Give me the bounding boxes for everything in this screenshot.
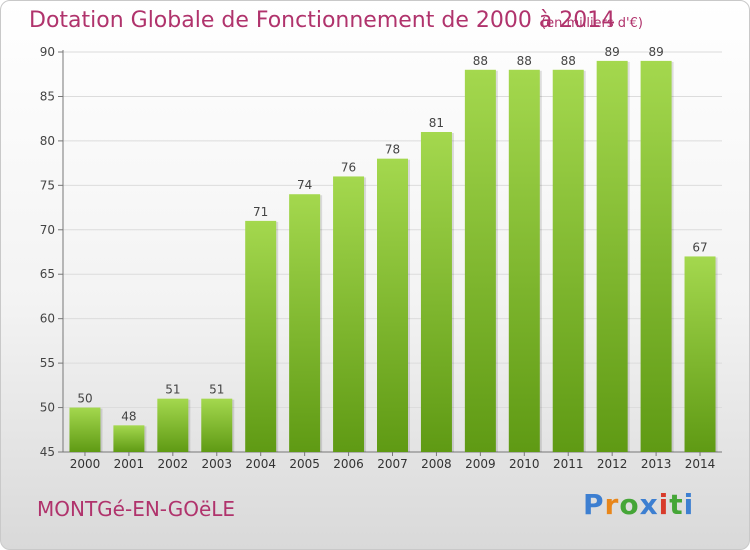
- x-tick-label: 2004: [245, 457, 276, 471]
- data-label: 88: [473, 54, 488, 68]
- x-tick-label: 2011: [553, 457, 584, 471]
- x-tick-label: 2009: [465, 457, 496, 471]
- y-tick-label: 80: [40, 134, 55, 148]
- logo-letter: o: [619, 488, 640, 521]
- bar: [69, 407, 101, 452]
- y-tick-label: 70: [40, 223, 55, 237]
- y-tick-label: 90: [40, 45, 55, 59]
- commune-name: MONTGé-EN-GOëLE: [37, 497, 236, 521]
- data-label: 89: [605, 45, 620, 59]
- data-label: 71: [253, 205, 268, 219]
- data-label: 51: [209, 383, 224, 397]
- x-tick-label: 2000: [70, 457, 101, 471]
- x-tick-label: 2008: [421, 457, 452, 471]
- y-tick-label: 75: [40, 178, 55, 192]
- bar: [377, 158, 408, 452]
- x-tick-label: 2012: [597, 457, 628, 471]
- bar: [113, 425, 145, 452]
- data-label: 48: [121, 409, 136, 423]
- logo-letter: r: [604, 488, 620, 521]
- data-label: 51: [165, 383, 180, 397]
- logo-letter: t: [669, 488, 684, 521]
- x-tick-label: 2005: [289, 457, 320, 471]
- y-tick-label: 60: [40, 312, 55, 326]
- proxiti-logo: Proxiti: [583, 488, 694, 521]
- bar: [245, 220, 277, 452]
- bar: [640, 60, 672, 453]
- bar: [157, 398, 189, 452]
- bar: [420, 132, 452, 452]
- data-label: 50: [77, 392, 92, 406]
- bar: [508, 69, 540, 453]
- bar: [464, 69, 496, 453]
- x-tick-label: 2013: [641, 457, 672, 471]
- logo-letter: x: [639, 488, 659, 521]
- data-label: 76: [341, 160, 356, 174]
- y-tick-label: 65: [40, 267, 55, 281]
- x-tick-label: 2006: [333, 457, 364, 471]
- y-tick-label: 85: [40, 89, 55, 103]
- bar: [552, 69, 584, 453]
- data-label: 88: [517, 54, 532, 68]
- x-tick-label: 2010: [509, 457, 540, 471]
- x-tick-label: 2007: [377, 457, 408, 471]
- x-tick-label: 2014: [685, 457, 716, 471]
- data-label: 81: [429, 116, 444, 130]
- data-label: 78: [385, 143, 400, 157]
- data-label: 88: [561, 54, 576, 68]
- chart-title: Dotation Globale de Fonctionnement de 20…: [29, 8, 616, 33]
- y-tick-label: 55: [40, 356, 55, 370]
- x-tick-label: 2002: [158, 457, 189, 471]
- bar: [201, 398, 233, 452]
- x-tick-label: 2001: [114, 457, 145, 471]
- logo-letter: P: [583, 488, 605, 521]
- logo-letter: i: [658, 488, 670, 521]
- logo-letter: i: [683, 488, 695, 521]
- y-tick-label: 45: [40, 445, 55, 459]
- y-tick-label: 50: [40, 401, 55, 415]
- bar: [333, 176, 365, 452]
- data-label: 74: [297, 178, 312, 192]
- data-label: 89: [648, 45, 663, 59]
- x-tick-label: 2003: [201, 457, 232, 471]
- bar: [289, 194, 321, 452]
- chart-unit: (en milliers d'€): [541, 16, 643, 31]
- bar: [684, 256, 716, 452]
- data-label: 67: [692, 240, 707, 254]
- bar: [596, 60, 628, 453]
